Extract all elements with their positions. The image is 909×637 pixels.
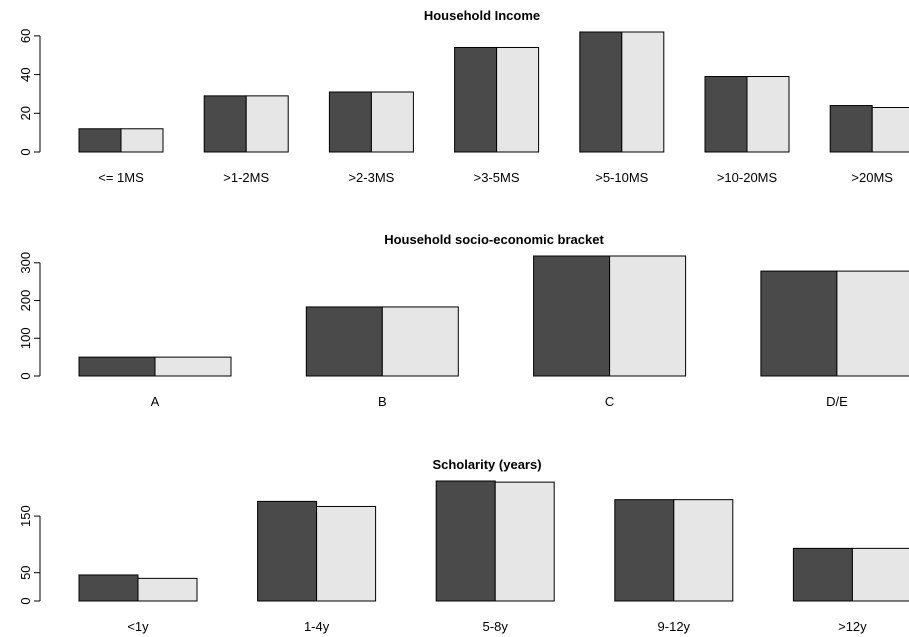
category-label: C: [605, 394, 614, 409]
category-label: >5-10MS: [595, 170, 648, 185]
bar-series-1: [454, 46, 498, 153]
bar-series-2: [746, 76, 790, 153]
panel-title-scholarity: Scholarity (years): [432, 457, 541, 472]
bar-series-2: [154, 356, 232, 377]
bar-series-1: [792, 547, 853, 602]
bar-series-1: [435, 480, 496, 602]
bar-series-2: [120, 128, 164, 153]
bar-series-1: [257, 500, 318, 602]
category-label: A: [151, 394, 160, 409]
category-label: B: [378, 394, 387, 409]
bar-series-2: [609, 255, 687, 377]
bar-series-2: [673, 499, 734, 602]
bar-series-1: [704, 76, 748, 153]
bar-series-2: [316, 505, 377, 602]
bar-series-1: [614, 499, 675, 602]
y-tick-label: 60: [18, 29, 33, 43]
y-tick-label: 20: [18, 106, 33, 120]
bar-series-2: [245, 95, 289, 153]
category-label: >12y: [838, 619, 867, 634]
y-tick-label: 150: [18, 505, 33, 527]
category-label: >3-5MS: [474, 170, 520, 185]
panel-title-household-income: Household Income: [424, 8, 540, 23]
y-tick-label: 50: [18, 565, 33, 579]
category-label: 9-12y: [658, 619, 691, 634]
bar-series-1: [305, 306, 383, 377]
panel-socio-economic-bracket: Household socio-economic bracket 0 100 200…: [18, 232, 909, 409]
bar-series-1: [78, 574, 139, 602]
bar-series-1: [78, 356, 156, 377]
y-tick-label: 40: [18, 67, 33, 81]
category-label: >1-2MS: [223, 170, 269, 185]
bar-series-1: [78, 128, 122, 153]
category-label: 5-8y: [483, 619, 509, 634]
y-tick-label: 0: [18, 372, 33, 379]
bar-series-1: [533, 255, 611, 377]
bar-series-2: [381, 306, 459, 377]
bar-series-2: [137, 577, 198, 602]
category-label: <= 1MS: [98, 170, 144, 185]
bar-series-1: [760, 270, 838, 377]
y-tick-label: 0: [18, 597, 33, 604]
category-label: >2-3MS: [348, 170, 394, 185]
bar-series-2: [621, 31, 665, 153]
panel-scholarity: Scholarity (years) 0 50 150 <1y 1-4y 5-8y 9-12…: [18, 457, 909, 634]
category-label: <1y: [127, 619, 149, 634]
bar-series-2: [494, 481, 555, 602]
y-tick-label: 0: [18, 148, 33, 155]
bar-series-1: [829, 105, 873, 153]
bar-series-1: [328, 91, 372, 153]
bar-series-2: [851, 547, 909, 602]
panel-title-socio-economic-bracket: Household socio-economic bracket: [384, 232, 604, 247]
bar-series-1: [203, 95, 247, 153]
bar-series-2: [496, 46, 540, 153]
bar-series-2: [370, 91, 414, 153]
y-tick-label: 100: [18, 327, 33, 349]
bar-series-1: [579, 31, 623, 153]
category-label: D/E: [826, 394, 848, 409]
bar-series-2: [871, 106, 909, 153]
y-tick-label: 300: [18, 252, 33, 274]
category-label: >10-20MS: [717, 170, 778, 185]
panel-household-income: Household Income 0 20 40 60 <= 1MS >1-2MS >2-3…: [18, 8, 909, 185]
category-label: 1-4y: [304, 619, 330, 634]
y-tick-label: 200: [18, 290, 33, 312]
bar-series-2: [836, 270, 909, 377]
category-label: >20MS: [851, 170, 893, 185]
